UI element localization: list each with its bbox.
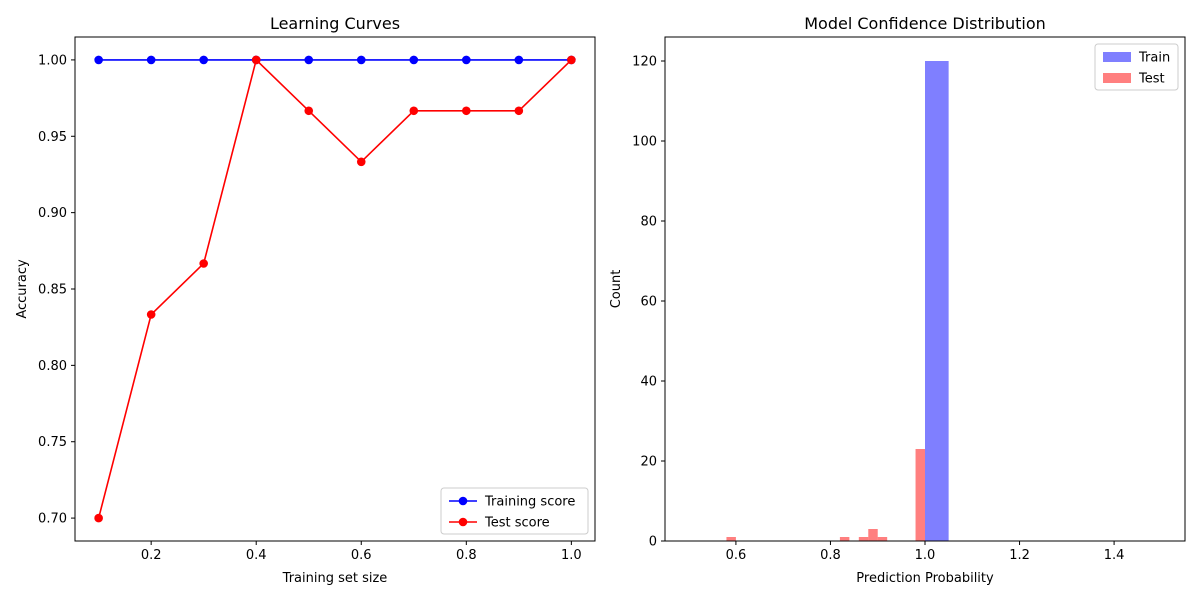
y-tick-label: 0 [649, 535, 657, 550]
histogram-bar [839, 537, 850, 541]
x-tick-label: 0.4 [246, 548, 267, 563]
y-ticks: 0 20 40 60 80 100 120 [632, 55, 665, 550]
x-tick-label: 1.0 [561, 548, 582, 563]
legend-label: Test score [484, 516, 550, 531]
x-tick-label: 0.2 [141, 548, 162, 563]
x-tick-label: 1.0 [915, 548, 936, 563]
y-tick-label: 0.80 [38, 359, 67, 374]
x-tick-label: 1.2 [1009, 548, 1030, 563]
data-point [409, 106, 419, 116]
plot-area [726, 61, 949, 541]
legend: Training score Test score [440, 487, 589, 535]
x-tick-label: 0.8 [820, 548, 841, 563]
data-point [146, 55, 156, 65]
data-point [462, 55, 471, 65]
x-tick-label: 1.4 [1104, 548, 1125, 563]
legend-swatch [1103, 52, 1131, 62]
series-line [97, 58, 572, 519]
y-tick-label: 0.85 [38, 283, 67, 298]
data-point [356, 157, 366, 167]
confidence-distribution-chart: Model Confidence Distribution Prediction… [609, 14, 1186, 586]
data-point [94, 55, 103, 65]
y-tick-label: 20 [640, 455, 657, 470]
y-tick-label: 40 [640, 375, 657, 390]
data-point [356, 55, 366, 65]
data-point [514, 55, 524, 65]
histogram-bar [868, 529, 878, 541]
y-tick-label: 120 [632, 55, 657, 70]
data-point [514, 106, 524, 116]
y-tick-label: 0.95 [38, 130, 67, 145]
y-axis-label: Count [609, 270, 624, 309]
data-point [304, 55, 314, 65]
legend-swatch [1103, 73, 1131, 83]
x-ticks: 0.2 0.4 0.6 0.8 1.0 [141, 541, 582, 563]
x-tick-label: 0.6 [351, 548, 372, 563]
y-tick-label: 80 [640, 215, 657, 230]
data-point [94, 513, 103, 523]
x-tick-label: 0.6 [726, 548, 747, 563]
legend-box [440, 487, 589, 535]
data-point [146, 310, 156, 319]
plot-area [94, 55, 576, 523]
data-point [251, 55, 261, 65]
data-point [462, 106, 471, 116]
data-point [304, 106, 314, 116]
x-ticks: 0.6 0.8 1.0 1.2 1.4 [726, 541, 1125, 563]
legend: Train Test [1094, 43, 1179, 91]
histogram-bar [925, 61, 949, 541]
chart-title: Learning Curves [270, 14, 400, 33]
histogram-bar [915, 449, 925, 541]
histogram-bar [858, 537, 869, 541]
y-ticks: 0.70 0.75 0.80 0.85 0.90 0.95 1.00 [38, 53, 75, 527]
y-tick-label: 100 [632, 135, 657, 150]
chart-title: Model Confidence Distribution [804, 14, 1046, 33]
legend-label: Training score [484, 495, 575, 510]
data-point [199, 55, 208, 65]
data-point [409, 55, 419, 65]
y-tick-label: 60 [640, 295, 657, 310]
x-tick-label: 0.8 [456, 548, 477, 563]
learning-curves-chart: Learning Curves Training set size Accura… [15, 14, 596, 586]
legend-marker [458, 496, 468, 506]
y-tick-label: 1.00 [38, 53, 67, 68]
legend-label: Test [1138, 72, 1165, 87]
y-axis-label: Accuracy [15, 259, 30, 319]
data-point [567, 55, 576, 65]
legend-label: Train [1138, 51, 1170, 66]
y-tick-label: 0.75 [38, 435, 67, 450]
legend-marker [458, 517, 468, 527]
x-axis-label: Prediction Probability [856, 571, 994, 586]
histogram-bar [877, 537, 888, 541]
data-point [199, 259, 208, 268]
y-tick-label: 0.70 [38, 512, 67, 527]
x-axis-label: Training set size [282, 571, 388, 586]
histogram-bar [726, 537, 736, 541]
y-tick-label: 0.90 [38, 206, 67, 221]
